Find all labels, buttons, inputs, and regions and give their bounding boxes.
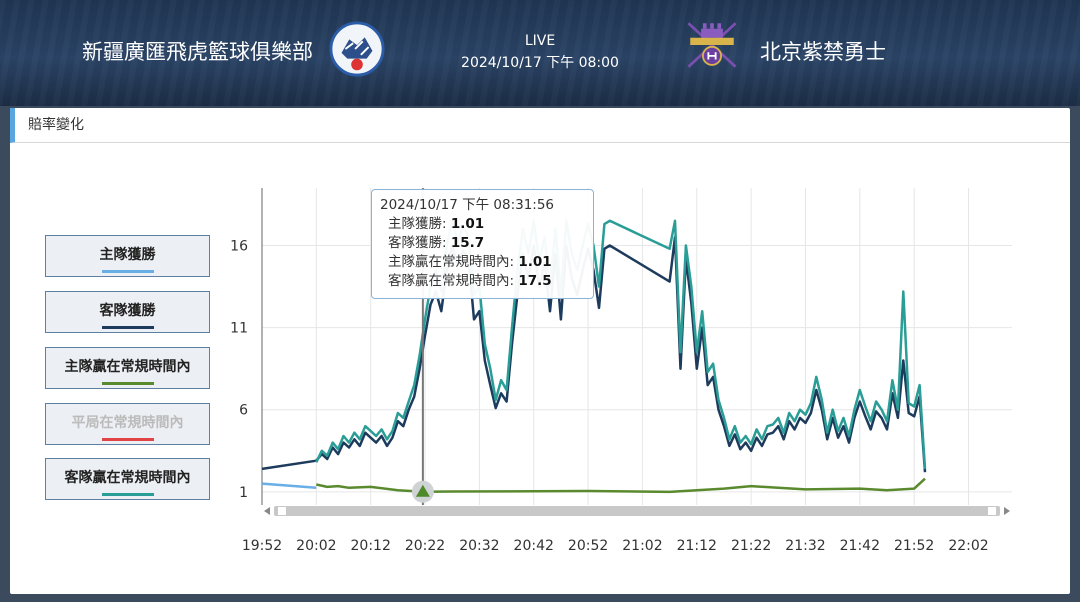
legend-label: 平局在常規時間內 bbox=[71, 415, 184, 431]
header-background bbox=[0, 0, 1080, 106]
legend-swatch bbox=[101, 382, 154, 385]
legend-home-regular-win[interactable]: 主隊贏在常規時間內 bbox=[45, 347, 210, 389]
tiger-logo-icon bbox=[329, 21, 385, 77]
x-tick-label: 21:32 bbox=[785, 538, 825, 554]
scrollbar-handle-left bbox=[278, 507, 286, 515]
legend-away-regular-win[interactable]: 客隊贏在常規時間內 bbox=[45, 458, 210, 500]
tooltip-row: 主隊贏在常規時間內: 1.01 bbox=[388, 254, 552, 270]
x-tick-label: 22:02 bbox=[948, 538, 988, 554]
odds-panel: 賠率變化 主隊獲勝 客隊獲勝 主隊贏在常規時間內 平局在常規時間內 客隊贏在常規… bbox=[10, 108, 1070, 594]
scrollbar-track bbox=[274, 506, 1000, 516]
x-tick-label: 20:52 bbox=[568, 538, 608, 554]
y-tick-label: 16 bbox=[230, 238, 248, 254]
x-tick-label: 21:02 bbox=[622, 538, 662, 554]
x-tick-label: 20:22 bbox=[405, 538, 445, 554]
legend-label: 客隊贏在常規時間內 bbox=[64, 470, 191, 486]
y-tick-label: 6 bbox=[239, 403, 248, 419]
odds-line-chart[interactable]: 19:52 20:02 20:12 20:22 20:32 20:42 20:52 21:02… bbox=[10, 108, 1070, 594]
scroll-right-arrow-icon bbox=[1004, 507, 1010, 515]
series-line bbox=[316, 477, 926, 494]
x-tick-label: 20:42 bbox=[514, 538, 554, 554]
chart-tooltip: 2024/10/17 下午 08:31:56 主隊獲勝: 1.01 客隊獲勝: … bbox=[371, 189, 594, 299]
x-tick-label: 20:32 bbox=[459, 538, 499, 554]
legend-label: 主隊獲勝 bbox=[99, 247, 156, 263]
tooltip-time: 2024/10/17 下午 08:31:56 bbox=[380, 197, 555, 213]
away-team-name: 北京紫禁勇士 bbox=[760, 40, 886, 64]
home-team-name: 新疆廣匯飛虎籃球俱樂部 bbox=[82, 40, 313, 64]
royal-fighters-logo-icon bbox=[687, 22, 737, 68]
legend-swatch bbox=[101, 438, 154, 441]
hover-marker-triangle-icon bbox=[415, 484, 430, 497]
x-tick-label: 20:02 bbox=[296, 538, 336, 554]
x-tick-label: 20:12 bbox=[351, 538, 391, 554]
tooltip-row: 客隊獲勝: 15.7 bbox=[388, 235, 485, 251]
legend-swatch bbox=[101, 270, 154, 273]
scroll-left-arrow-icon bbox=[264, 507, 270, 515]
y-tick-label: 11 bbox=[230, 321, 248, 337]
legend-away-win[interactable]: 客隊獲勝 bbox=[45, 291, 210, 333]
legend-label: 客隊獲勝 bbox=[99, 303, 156, 319]
x-tick-label: 21:12 bbox=[677, 538, 717, 554]
x-tick-label: 21:42 bbox=[840, 538, 880, 554]
legend-home-win[interactable]: 主隊獲勝 bbox=[45, 235, 210, 277]
match-datetime: 2024/10/17 下午 08:00 bbox=[461, 55, 619, 71]
match-header: 新疆廣匯飛虎籃球俱樂部 LIVE 2024/10/17 下午 08:00 北京紫… bbox=[0, 0, 1080, 106]
tooltip-row: 主隊獲勝: 1.01 bbox=[388, 216, 485, 232]
scrollbar-handle-right bbox=[988, 507, 996, 515]
y-tick-label: 1 bbox=[239, 485, 248, 501]
legend-label: 主隊贏在常規時間內 bbox=[64, 359, 191, 375]
x-tick-label: 19:52 bbox=[242, 538, 282, 554]
live-status: LIVE bbox=[524, 33, 556, 49]
panel-title: 賠率變化 bbox=[10, 108, 1070, 143]
legend-swatch bbox=[101, 326, 154, 329]
x-tick-label: 21:22 bbox=[731, 538, 771, 554]
legend-swatch bbox=[101, 493, 154, 496]
x-tick-label: 21:52 bbox=[894, 538, 934, 554]
series-line bbox=[261, 482, 317, 490]
legend-draw-regular[interactable]: 平局在常規時間內 bbox=[45, 403, 210, 445]
tooltip-row: 客隊贏在常規時間內: 17.5 bbox=[388, 273, 552, 289]
